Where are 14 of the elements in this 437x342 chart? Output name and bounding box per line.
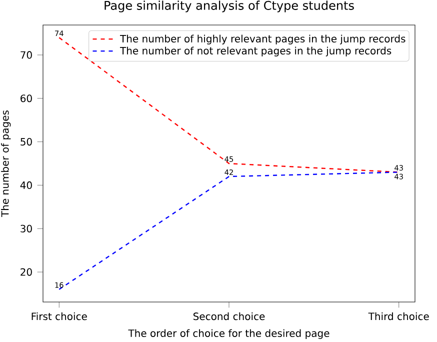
x-tick-label: Second choice xyxy=(193,312,265,320)
y-axis-title: The number of pages xyxy=(1,110,11,218)
legend-label: The number of highly relevant pages in the jump records xyxy=(120,34,406,44)
legend-label: The number of not relevant pages in the jump records xyxy=(120,46,392,56)
x-tick-label: Third choice xyxy=(368,312,429,320)
chart-title: Page similarity analysis of Ctype students xyxy=(104,0,354,12)
y-tick-label: 20 xyxy=(20,268,32,276)
y-tick-label: 30 xyxy=(20,224,32,232)
y-tick-label: 60 xyxy=(20,94,32,102)
x-axis-title: The order of choice for the desired page xyxy=(128,329,330,339)
x-tick-label: First choice xyxy=(32,312,87,320)
y-tick-label: 50 xyxy=(20,138,32,146)
y-tick-label: 70 xyxy=(20,51,32,59)
y-tick-label: 40 xyxy=(20,181,32,189)
